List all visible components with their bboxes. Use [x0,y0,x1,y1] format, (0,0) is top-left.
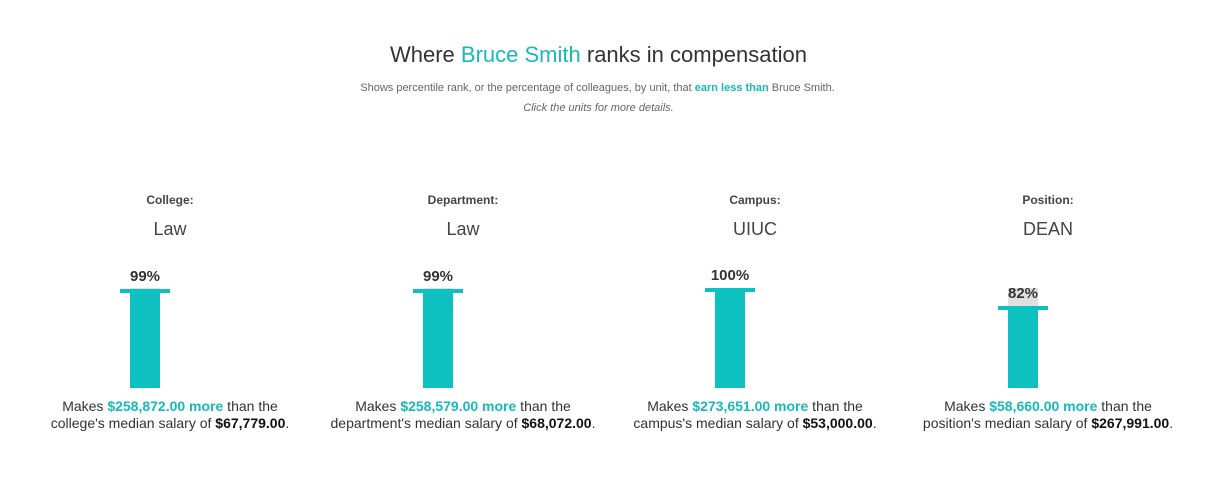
bar-fill [130,289,160,388]
salary-comparison: Makes $258,579.00 more than the departmen… [307,398,619,432]
amount-more: $258,872.00 more [107,398,224,414]
than-the-text: than the [223,398,278,414]
makes-text: Makes [647,398,693,414]
bar-cap [120,289,170,293]
salary-comparison: Makes $258,872.00 more than the college's… [14,398,326,432]
click-hint: Click the units for more details. [523,102,674,114]
salary-comparison: Makes $58,660.00 more than the position's… [892,398,1204,432]
title-prefix: Where [390,42,461,67]
unit-campus[interactable]: Campus: UIUC 100% Makes $273,651.00 more… [609,0,901,485]
unit-label[interactable]: Campus: [729,193,781,207]
subtitle-prefix: Shows percentile rank, or the percentage… [360,82,695,94]
bar-cap [998,306,1048,310]
unit-label[interactable]: College: [146,193,194,207]
period: . [1169,415,1174,431]
median-prefix: college's median salary of [50,415,216,431]
bar-fill [1008,306,1038,388]
unit-college[interactable]: College: Law 99% Makes $258,872.00 more … [24,0,316,485]
than-the-text: than the [808,398,863,414]
subtitle-suffix: Bruce Smith. [768,82,835,94]
median-value: $267,991.00 [1091,415,1170,431]
percentile-bar[interactable]: 100% [705,267,755,388]
period: . [285,415,290,431]
bar-fill [715,288,745,388]
period: . [591,415,596,431]
page-subtitle: Shows percentile rank, or the percentage… [0,82,1195,94]
unit-department[interactable]: Department: Law 99% Makes $258,579.00 mo… [317,0,609,485]
unit-name[interactable]: Law [153,219,187,239]
median-prefix: department's median salary of [330,415,522,431]
bar-cap [413,289,463,293]
period: . [872,415,877,431]
makes-text: Makes [944,398,990,414]
bar-cap [705,288,755,292]
title-suffix: ranks in compensation [580,42,807,67]
amount-more: $273,651.00 more [692,398,809,414]
makes-text: Makes [62,398,108,414]
unit-name[interactable]: UIUC [733,219,777,239]
salary-comparison: Makes $273,651.00 more than the campus's … [599,398,911,432]
percentile-bar[interactable]: 99% [120,268,170,388]
unit-name[interactable]: Law [446,219,480,239]
amount-more: $58,660.00 more [989,398,1098,414]
percentile-value: 82% [1007,285,1039,302]
percentile-value: 100% [710,267,750,284]
than-the-text: than the [516,398,571,414]
than-the-text: than the [1097,398,1152,414]
page-title: Where Bruce Smith ranks in compensation [0,42,1197,68]
percentile-bar[interactable]: 82% [998,285,1048,388]
median-prefix: campus's median salary of [633,415,803,431]
bar-fill [423,289,453,388]
median-value: $53,000.00 [802,415,873,431]
subtitle-highlight: earn less than [694,82,769,94]
percentile-bar[interactable]: 99% [413,268,463,388]
percentile-value: 99% [129,268,161,285]
unit-name[interactable]: DEAN [1022,219,1073,239]
unit-position[interactable]: Position: DEAN 82% Makes $58,660.00 more… [902,0,1194,485]
person-name: Bruce Smith [460,42,581,67]
percentile-value: 99% [422,268,454,285]
makes-text: Makes [355,398,401,414]
median-value: $67,779.00 [215,415,286,431]
median-prefix: position's median salary of [922,415,1092,431]
unit-label[interactable]: Position: [1022,193,1074,207]
median-value: $68,072.00 [521,415,592,431]
amount-more: $258,579.00 more [400,398,517,414]
unit-label[interactable]: Department: [427,193,499,207]
